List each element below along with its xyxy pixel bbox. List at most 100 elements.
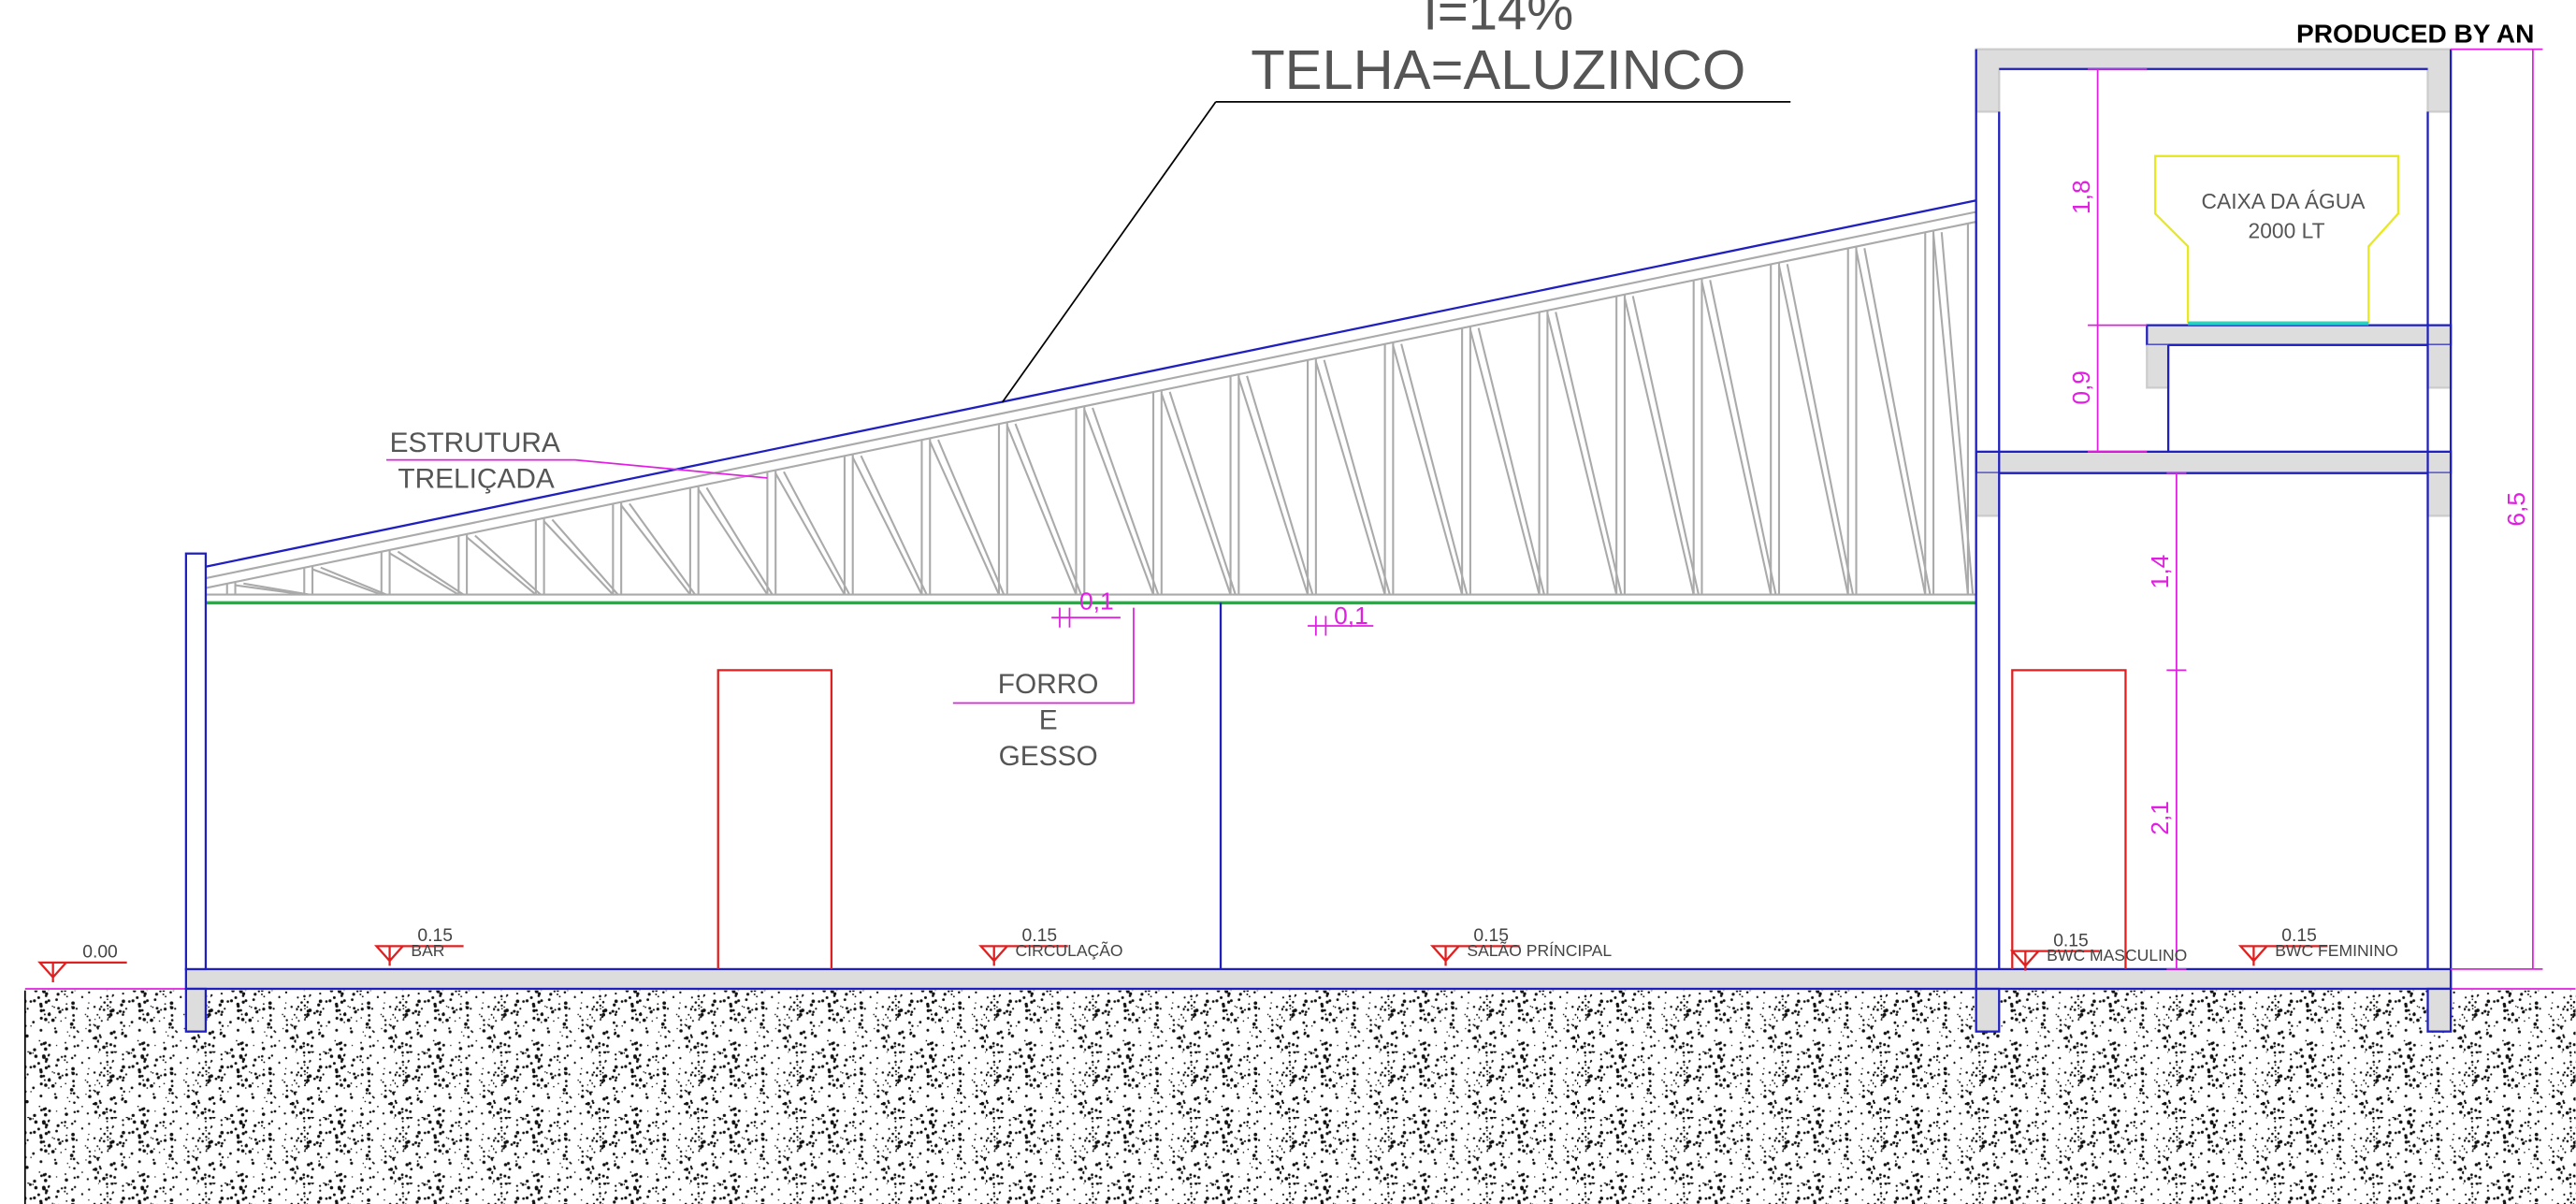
room-name: BWC FEMININO — [2275, 941, 2398, 960]
truss-diagonal — [551, 518, 619, 596]
level-value: 0.15 — [1022, 926, 1058, 946]
ceiling-label: E — [1039, 705, 1058, 736]
ceiling-label: FORRO — [998, 669, 1099, 700]
truss-diagonal — [1237, 377, 1310, 595]
truss-diagonal — [1168, 391, 1237, 595]
level-symbol — [373, 945, 464, 966]
truss-diagonal — [1246, 375, 1314, 595]
truss-diagonal — [783, 471, 851, 596]
structure — [184, 48, 2453, 1033]
truss-diagonal — [235, 584, 305, 596]
dim-text: 2,1 — [2146, 801, 2174, 835]
level-value: 0.15 — [417, 926, 453, 946]
truss-diagonal — [629, 502, 697, 596]
level-symbol — [37, 961, 127, 982]
structure-label: ESTRUTURA — [390, 428, 560, 458]
leader — [952, 607, 1135, 704]
ground — [23, 988, 2576, 1204]
truss-diagonal — [1392, 345, 1464, 595]
truss-diagonal — [1314, 361, 1386, 595]
truss-diagonal — [543, 520, 615, 596]
truss-diagonal — [1006, 425, 1078, 595]
level-value: 0.00 — [82, 943, 118, 963]
level-value: 0.15 — [2281, 926, 2317, 946]
left-wall — [184, 552, 208, 971]
truss-diagonal — [705, 486, 774, 596]
structure-label: TRELIÇADA — [398, 463, 555, 494]
room-name: BAR — [411, 941, 444, 960]
footing — [184, 987, 208, 1033]
truss-diagonal — [860, 455, 928, 596]
truss-diagonal — [243, 582, 310, 596]
truss-diagonal — [1469, 329, 1541, 595]
truss-diagonal — [389, 552, 459, 596]
dim-text: 1,4 — [2146, 555, 2174, 589]
dim-text: 1,8 — [2067, 180, 2095, 214]
truss-diagonal — [1083, 409, 1155, 595]
leader — [1001, 100, 1791, 403]
dim-line — [2166, 471, 2187, 970]
dim-text: 0,1 — [1079, 587, 1114, 615]
dim-line — [2451, 48, 2543, 970]
room-name: BWC MASCULINO — [2047, 946, 2187, 965]
tank-label: 2000 LT — [2249, 219, 2325, 243]
level-value: 0.15 — [1473, 926, 1509, 946]
door — [716, 669, 833, 969]
truss-diagonal — [466, 536, 537, 596]
dim-line — [1051, 607, 1374, 636]
annotations: PRODUCED BY AN I=14% TELHA=ALUZINCO ESTR… — [390, 0, 2535, 772]
truss-diagonal — [1623, 297, 1695, 595]
truss-diagonal — [929, 441, 1000, 596]
truss-diagonal — [311, 568, 383, 596]
truss-diagonal — [1700, 281, 1773, 595]
dim-text: 6,5 — [2502, 492, 2530, 527]
dimension-labels: 1,8 0,9 1,4 2,1 6,5 0,1 0,1 — [1079, 180, 2530, 834]
truss-diagonal — [474, 534, 542, 596]
truss-diagonal — [1855, 249, 1927, 595]
truss-diagonal — [1631, 296, 1700, 595]
truss-diagonal — [1546, 313, 1618, 595]
level-symbol — [2009, 950, 2100, 971]
level-symbol — [978, 945, 1068, 966]
producer-note: PRODUCED BY AN — [2296, 20, 2534, 49]
top-chord — [205, 210, 1976, 580]
footing — [1975, 987, 2001, 1033]
doors — [716, 669, 2127, 969]
tank-label: CAIXA DA ÁGUA — [2202, 189, 2366, 213]
truss-diagonal — [1786, 264, 1855, 595]
tank-platform — [2146, 324, 2453, 346]
level-symbol — [2237, 945, 2328, 966]
mid-slab — [1975, 450, 2453, 474]
truss-diagonal — [1323, 359, 1391, 595]
roof-material: TELHA=ALUZINCO — [1251, 38, 1745, 101]
truss-diagonal — [397, 550, 465, 596]
dimensions — [386, 48, 2543, 970]
dim-line — [2088, 67, 2148, 453]
dim-text: 0,9 — [2067, 370, 2095, 405]
ceiling-label: GESSO — [999, 741, 1098, 772]
truss-diagonal — [1863, 248, 1932, 595]
room-name: SALÃO PRÍNCIPAL — [1467, 940, 1612, 960]
truss-diagonal — [937, 439, 1006, 596]
platform-haunch — [2146, 344, 2453, 389]
roof-line — [205, 199, 1976, 568]
truss-diagonal — [1092, 407, 1160, 595]
footing — [2426, 987, 2453, 1033]
room-name: CIRCULAÇÃO — [1016, 940, 1123, 960]
truss-diagonal — [320, 566, 387, 596]
truss-diagonal — [1160, 393, 1232, 595]
slope-note: I=14% — [1423, 0, 1573, 41]
top-chord — [205, 221, 1976, 589]
truss-diagonal — [1014, 423, 1082, 595]
truss-diagonal — [1555, 312, 1623, 595]
floor-slab — [184, 967, 2453, 991]
truss-diagonal — [1932, 233, 1969, 595]
truss-diagonal — [697, 488, 769, 596]
truss-diagonal — [851, 457, 923, 596]
truss-diagonal — [1709, 280, 1777, 595]
water-tank: CAIXA DA ÁGUA 2000 LT — [2153, 154, 2400, 326]
truss-diagonal — [620, 504, 691, 596]
